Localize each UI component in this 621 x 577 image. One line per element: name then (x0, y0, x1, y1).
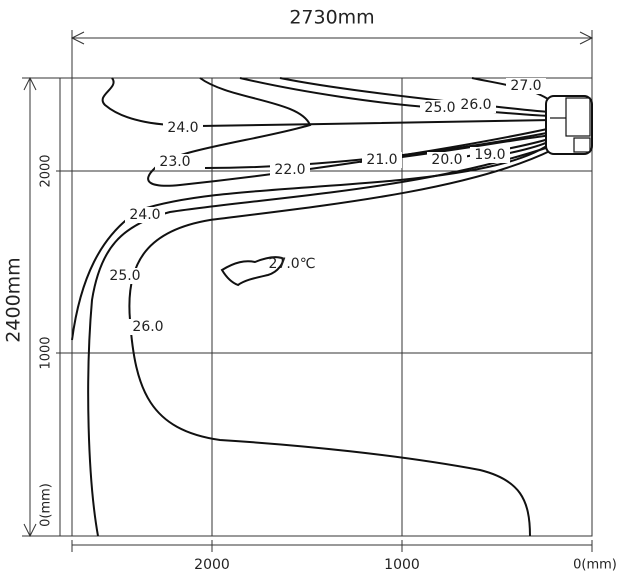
contour-label: 19.0 (474, 147, 505, 163)
contour-label: 26.0 (460, 97, 491, 113)
contour-label: 27.0℃ (269, 256, 316, 272)
room-outline (71, 77, 593, 537)
height-label: 2400mm (3, 257, 25, 342)
contour-label: 22.0 (274, 162, 305, 178)
contour (220, 256, 284, 287)
contour (87, 145, 553, 537)
x-tick-label: 0(mm) (573, 558, 617, 573)
x-tick-label: 2000 (194, 557, 230, 573)
ac-unit (545, 95, 593, 155)
arrowheads (23, 76, 37, 538)
contour (128, 149, 553, 537)
contour-label: 21.0 (366, 152, 397, 168)
contour-label: 25.0 (109, 268, 140, 284)
contour-label: 24.0 (129, 207, 160, 223)
y-tick-label: 0(mm) (39, 483, 54, 527)
y-tick-label: 1000 (39, 336, 54, 369)
arrowheads (70, 31, 594, 45)
y-tick-label: 2000 (39, 154, 54, 187)
contour-label: 27.0 (510, 78, 541, 94)
contour-label: 23.0 (159, 154, 190, 170)
contour-labels: 27.0 26.0 25.0 24.0 23.0 22.0 21.0 20.0 … (105, 78, 546, 335)
contour-label: 20.0 (431, 152, 462, 168)
x-tick-label: 1000 (384, 557, 420, 573)
contour (147, 77, 553, 187)
contour-label: 24.0 (167, 120, 198, 136)
contour-label: 26.0 (132, 319, 163, 335)
contour-label: 25.0 (424, 100, 455, 116)
contour (71, 141, 553, 341)
width-label: 2730mm (289, 7, 374, 29)
